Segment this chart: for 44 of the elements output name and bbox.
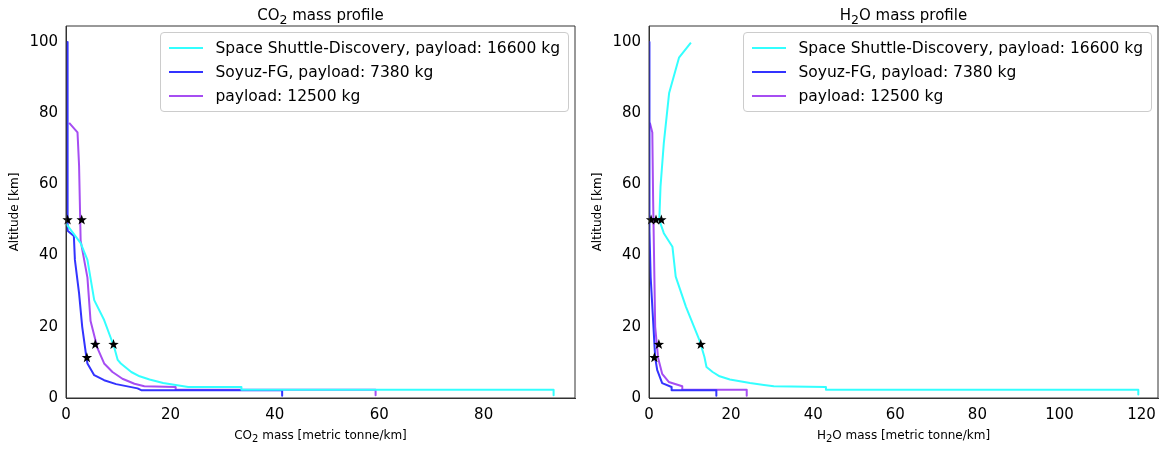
point [90,339,101,350]
x-tick-label: 60 [369,404,389,423]
x-tick-label: 120 [1127,404,1156,423]
legend-label: payload: 12500 kg [798,87,944,105]
legend-label: Space Shuttle-Discovery, payload: 16600 kg [215,39,560,57]
x-tick-label: 20 [721,404,741,423]
x-tick-label: 100 [1045,404,1074,423]
y-tick-label: 20 [38,316,59,335]
x-tick-label: 40 [265,404,285,423]
point [653,339,665,350]
x-axis-title: H$_{2}$O mass [metric tonne/km] [816,428,991,445]
point [81,352,93,363]
x-tick-label: 60 [885,404,905,423]
y-tick-label: 40 [621,245,642,264]
x-tick-label: 0 [61,404,71,423]
y-tick-label: 0 [48,387,59,406]
legend-label: Soyuz-FG, payload: 7380 kg [798,63,1017,81]
x-tick-label: 80 [967,404,987,423]
y-axis-title: Altitude [km] [7,172,22,252]
y-tick-label: 0 [631,387,642,406]
legend-label: payload: 12500 kg [215,87,361,105]
y-tick-label: 40 [38,245,59,264]
y-tick-label: 100 [612,31,642,50]
y-tick-label: 60 [38,174,59,193]
point [656,214,667,225]
y-tick-label: 20 [621,316,642,335]
x-tick-label: 0 [644,404,654,423]
point [76,214,87,225]
x-tick-label: 40 [803,404,823,423]
y-tick-label: 60 [621,174,642,193]
x-axis-title: CO$_{2}$ mass [metric tonne/km] [234,428,407,445]
y-tick-label: 80 [621,103,642,122]
y-tick-label: 100 [29,31,59,50]
chart-title: H$_{2}$O mass profile [839,6,968,27]
y-tick-label: 80 [38,103,59,122]
point [108,339,119,350]
point [649,352,660,363]
y-axis-title: Altitude [km] [590,172,605,252]
legend-label: Soyuz-FG, payload: 7380 kg [215,63,434,81]
chart-title: CO$_{2}$ mass profile [257,6,384,27]
x-tick-label: 20 [160,404,180,423]
point [695,339,706,350]
legend-label: Space Shuttle-Discovery, payload: 16600 kg [798,39,1143,57]
x-tick-label: 80 [474,404,494,423]
